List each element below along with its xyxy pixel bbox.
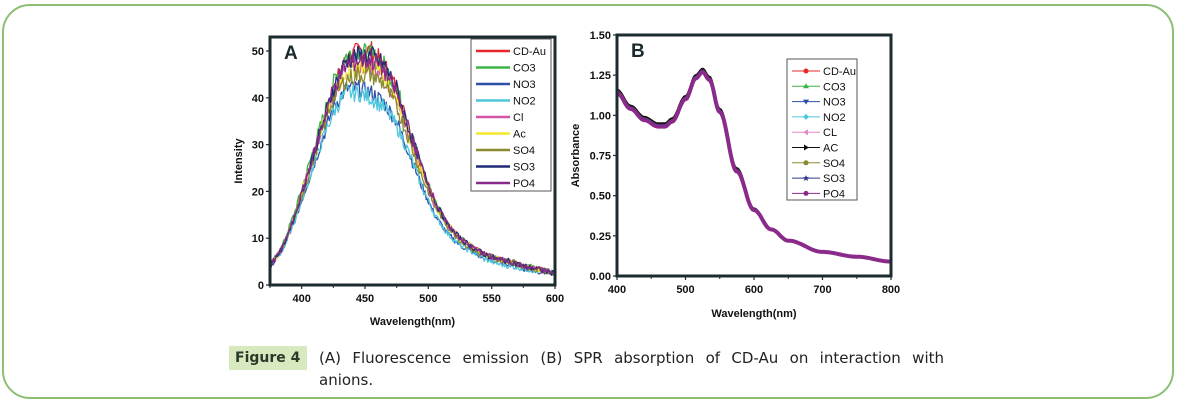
figure-frame <box>2 4 1174 399</box>
legend-marker <box>803 68 809 74</box>
figure-charts: 400 450 500 550 600 0 10 20 30 40 50 Wavelength(nm)… <box>233 30 900 328</box>
legend-label: NO2 <box>823 112 846 124</box>
chart-a: 400 450 500 550 600 0 10 20 30 40 50 Wavelength(nm)… <box>233 35 564 328</box>
legend-marker <box>803 190 809 196</box>
panel-label: B <box>631 41 645 62</box>
legend-box <box>470 38 552 192</box>
y-tick-label: 1.25 <box>590 70 611 82</box>
y-tick-label: 1.50 <box>590 30 611 42</box>
x-tick-label: 700 <box>813 284 831 296</box>
series-line-po4 <box>616 70 892 264</box>
legend-label: SO4 <box>513 145 535 157</box>
legend-label: SO4 <box>823 158 845 170</box>
x-tick-label: 500 <box>676 284 694 296</box>
y-tick-label: 50 <box>252 46 264 58</box>
series-line-no3 <box>269 79 556 276</box>
legend-marker <box>804 144 809 151</box>
legend-marker <box>803 83 809 89</box>
panel-label: A <box>284 43 298 64</box>
legend-label: NO2 <box>513 96 536 108</box>
series-line-po4 <box>269 51 556 275</box>
legend-label: Cl <box>513 112 523 124</box>
legend-label: CO3 <box>823 81 846 93</box>
legend-marker <box>803 129 808 136</box>
x-axis-label: Wavelength(nm) <box>711 308 796 320</box>
y-tick-label: 0.25 <box>590 231 611 243</box>
y-tick-label: 10 <box>252 233 264 245</box>
x-tick-label: 600 <box>546 293 564 305</box>
legend-marker <box>803 160 809 166</box>
legend-label: NO3 <box>513 79 536 91</box>
plot-frame <box>268 35 557 287</box>
y-tick-label: 1.00 <box>590 110 611 122</box>
legend-marker <box>803 113 809 120</box>
y-tick-label: 0 <box>258 280 264 292</box>
legend-label: AC <box>823 143 838 155</box>
figure-label: Figure 4 <box>229 346 308 370</box>
legend: CD-Au CO3 NO3 NO2 CL AC SO4 SO3 PO4 <box>786 58 858 201</box>
legend-label: CD-Au <box>513 46 546 58</box>
legend-label: SO3 <box>823 173 845 185</box>
legend-marker <box>803 99 809 105</box>
legend-label: SO3 <box>513 162 535 174</box>
legend-label: PO4 <box>513 178 535 190</box>
x-tick-label: 800 <box>882 284 900 296</box>
series-line-so3 <box>269 45 556 277</box>
x-axis-label: Wavelength(nm) <box>370 316 455 328</box>
y-tick-label: 0.00 <box>590 271 611 283</box>
y-tick-label: 0.75 <box>590 151 611 163</box>
legend-label: NO3 <box>823 97 846 109</box>
x-tick-label: 550 <box>482 293 500 305</box>
y-tick-label: 0.50 <box>590 191 611 203</box>
legend: CD-Au CO3 NO3 NO2 Cl Ac SO4 SO3 PO4 <box>470 38 552 192</box>
x-tick-label: 600 <box>745 284 763 296</box>
legend-label: CD-Au <box>823 66 856 78</box>
y-tick-label: 20 <box>252 186 264 198</box>
legend-marker <box>803 175 809 182</box>
y-axis-label: Absorbance <box>570 124 582 188</box>
caption-text: (A) Fluorescence emission (B) SPR absorp… <box>319 349 944 389</box>
y-tick-label: 30 <box>252 140 264 152</box>
legend-box <box>786 58 858 201</box>
legend-label: PO4 <box>823 188 845 200</box>
y-axis-label: Intensity <box>233 138 245 184</box>
legend-label: Ac <box>513 129 526 141</box>
x-tick-label: 500 <box>419 293 437 305</box>
y-tick-label: 40 <box>252 93 264 105</box>
legend-label: CO3 <box>513 63 536 75</box>
x-tick-label: 450 <box>356 293 374 305</box>
chart-b: 400 500 600 700 800 0.00 0.25 0.50 0.75 1.00 1.25 1… <box>570 30 900 320</box>
legend-label: CL <box>823 127 837 139</box>
x-tick-label: 400 <box>608 284 626 296</box>
x-tick-label: 400 <box>292 293 310 305</box>
